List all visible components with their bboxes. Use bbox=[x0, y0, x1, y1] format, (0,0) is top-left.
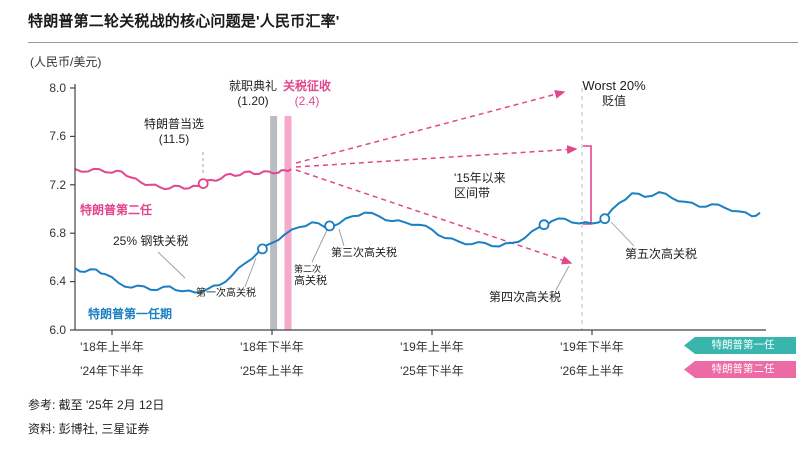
label-first-term-series: 特朗普第一任期 bbox=[88, 307, 173, 321]
footnote-source: 资料: 彭博社, 三星证券 bbox=[28, 422, 150, 436]
event-bars-group bbox=[270, 116, 292, 330]
event-bar bbox=[270, 116, 278, 330]
annotation-tariff-collection-date: (2.4) bbox=[294, 94, 320, 108]
y-tick-label: 6.0 bbox=[49, 323, 66, 337]
x-tick-label-first-term: '19年上半年 bbox=[400, 340, 464, 354]
y-tick-label: 7.2 bbox=[49, 178, 66, 192]
annotation-range-band: '15年以来 区间带 bbox=[454, 171, 506, 201]
badge-second-term: 特朗普第二任 bbox=[684, 361, 796, 378]
connector-tariff1 bbox=[244, 257, 257, 288]
connector-tariff4 bbox=[555, 265, 570, 291]
y-tick-label: 8.0 bbox=[49, 81, 66, 95]
y-axis-unit-label: (人民币/美元) bbox=[30, 55, 102, 69]
annotation-steel-tariff: 25% 钢铁关税 bbox=[113, 234, 189, 248]
annotation-tariff-2-line1: 第二次 bbox=[294, 264, 322, 274]
event-marker bbox=[599, 213, 611, 225]
annotation-trump-elected-text: 特朗普当选 bbox=[143, 117, 204, 131]
annotation-worst-20: Worst 20% 贬值 bbox=[570, 78, 658, 109]
footnote-reference: 参考: 截至 '25年 2月 12日 bbox=[28, 398, 165, 412]
series-second-term-line bbox=[74, 167, 292, 191]
connector-tariff5 bbox=[610, 221, 635, 247]
x-tick-label-first-term: '18年上半年 bbox=[80, 340, 144, 354]
y-tick-label: 6.8 bbox=[49, 226, 66, 240]
x-axis-ticks bbox=[111, 330, 593, 335]
annotation-tariff-2: 第二次 高关税 bbox=[294, 264, 327, 289]
annotation-trump-elected: 特朗普当选 (11.5) bbox=[134, 117, 214, 147]
x-tick-label-second-term: '26年上半年 bbox=[560, 364, 624, 378]
page-title: 特朗普第二轮关税战的核心问题是'人民币汇率' bbox=[28, 13, 340, 30]
annotation-tariff-collection-text: 关税征收 bbox=[282, 79, 331, 93]
event-marker bbox=[256, 243, 268, 255]
projection-arrow-upper bbox=[295, 145, 578, 168]
y-tick-label: 6.4 bbox=[49, 274, 66, 288]
annotation-connectors-group bbox=[157, 152, 635, 291]
x-tick-label-first-term: '18年下半年 bbox=[240, 340, 304, 354]
event-bar bbox=[284, 116, 292, 330]
annotation-tariff-2-line2: 高关税 bbox=[294, 275, 327, 288]
x-tick-label-second-term: '25年上半年 bbox=[240, 364, 304, 378]
y-tick-label: 7.6 bbox=[49, 129, 66, 143]
annotation-worst-20-sub: 贬值 bbox=[601, 94, 626, 109]
event-marker bbox=[324, 220, 336, 232]
event-marker bbox=[538, 219, 550, 231]
annotation-tariff-4: 第四次高关税 bbox=[489, 290, 562, 304]
range-bracket bbox=[583, 145, 592, 225]
connector-steel-tariff bbox=[157, 251, 186, 279]
connector-tariff3 bbox=[338, 228, 345, 247]
annotation-trump-elected-date: (11.5) bbox=[158, 132, 190, 146]
x-tick-label-second-term: '25年下半年 bbox=[400, 364, 464, 378]
event-marker bbox=[197, 178, 209, 190]
annotation-tariff-5: 第五次高关税 bbox=[625, 247, 698, 261]
annotation-inauguration: 就职典礼 (1.20) bbox=[224, 79, 282, 109]
connector-tariff2 bbox=[311, 229, 328, 263]
badge-first-term: 特朗普第一任 bbox=[684, 337, 796, 354]
annotation-range-band-line2: 区间带 bbox=[454, 186, 491, 200]
label-second-term-series: 特朗普第二任 bbox=[80, 203, 153, 217]
annotation-inauguration-text: 就职典礼 bbox=[228, 79, 277, 93]
projection-arrow-worst bbox=[295, 89, 566, 164]
annotation-worst-20-text: Worst 20% bbox=[582, 78, 646, 93]
x-tick-label-first-term: '19年下半年 bbox=[560, 340, 624, 354]
title-divider bbox=[28, 42, 798, 43]
annotation-tariff-3: 第三次高关税 bbox=[331, 247, 397, 259]
x-tick-label-second-term: '24年下半年 bbox=[80, 364, 144, 378]
annotation-tariff-collection: 关税征收 (2.4) bbox=[278, 79, 336, 109]
annotation-inauguration-date: (1.20) bbox=[237, 94, 269, 108]
series-markers-group bbox=[197, 178, 611, 255]
projection-arrows-group bbox=[295, 89, 578, 265]
annotation-tariff-1: 第一次高关税 bbox=[196, 288, 256, 299]
y-axis-ticks bbox=[70, 87, 75, 331]
annotation-range-band-line1: '15年以来 bbox=[454, 171, 506, 185]
